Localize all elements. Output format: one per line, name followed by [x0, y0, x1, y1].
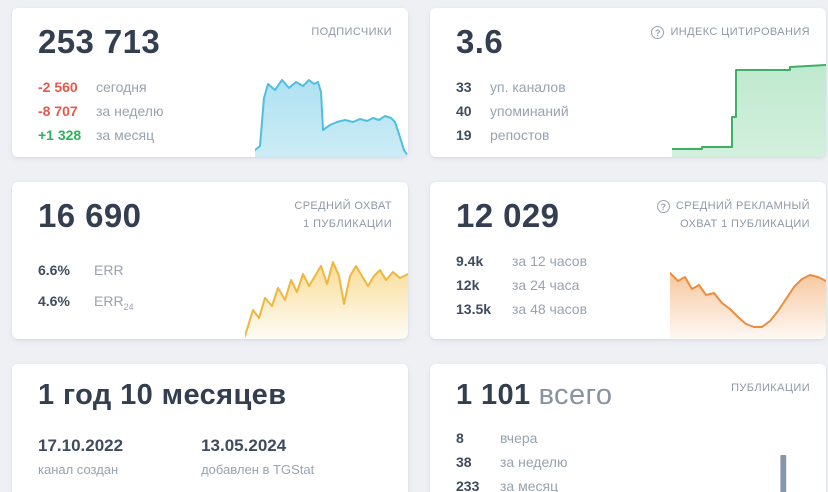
stat-value: 4.6% — [38, 293, 70, 310]
avg-ad-reach-sparkline-chart — [669, 255, 826, 339]
publications-heading: 1 101 всего — [456, 379, 810, 412]
stat-row: 233 за месяц — [456, 474, 810, 492]
stat-label: за неделю — [96, 103, 164, 120]
stat-row: -8 707 за неделю — [38, 99, 392, 123]
citation-index-card[interactable]: ? ИНДЕКС ЦИТИРОВАНИЯ 3.6 33 уп. каналов … — [430, 8, 826, 157]
stat-value: +1 328 — [38, 127, 82, 144]
stat-row: 6.6% ERR — [38, 258, 392, 289]
stat-label: сегодня — [96, 79, 147, 96]
citation-label-text: ИНДЕКС ЦИТИРОВАНИЯ — [670, 26, 810, 38]
channel-age-value: 1 год 10 месяцев — [38, 379, 287, 411]
stat-value: -2 560 — [38, 79, 78, 96]
stat-row: 13.5k за 48 часов — [456, 297, 810, 321]
publications-label-text: ПУБЛИКАЦИИ — [731, 382, 810, 394]
avg-reach-sparkline-chart — [244, 246, 408, 339]
stat-label: ERR24 — [94, 293, 134, 312]
channel-created-label: канал создан — [38, 461, 119, 477]
stat-row: 9.4k за 12 часов — [456, 249, 810, 273]
avg-ad-reach-card[interactable]: ? СРЕДНИЙ РЕКЛАМНЫЙ ОХВАТ 1 ПУБЛИКАЦИИ 1… — [430, 182, 826, 339]
avg-ad-reach-value: 12 029 — [456, 197, 560, 234]
stat-row: 38 за неделю — [456, 450, 810, 474]
subscribers-card[interactable]: ПОДПИСЧИКИ 253 713 -2 560 сегодня -8 707… — [12, 8, 408, 157]
avg-reach-card[interactable]: СРЕДНИЙ ОХВАТ 1 ПУБЛИКАЦИИ 16 690 6.6% E… — [12, 182, 408, 339]
subscribers-card-label: ПОДПИСЧИКИ — [311, 24, 392, 42]
stat-value: 8 — [456, 429, 464, 446]
stat-label: за 48 часов — [512, 301, 588, 318]
stat-value: 13.5k — [456, 301, 492, 318]
stat-value: 9.4k — [456, 253, 484, 270]
stat-row: -2 560 сегодня — [38, 75, 392, 99]
publications-count-suffix: всего — [538, 379, 613, 411]
subscribers-label-text: ПОДПИСЧИКИ — [311, 26, 392, 38]
publications-bar-chart — [674, 444, 812, 492]
stat-label: упоминаний — [490, 103, 569, 120]
avg-ad-reach-label-line1: СРЕДНИЙ РЕКЛАМНЫЙ — [675, 200, 810, 212]
help-icon[interactable]: ? — [651, 26, 665, 40]
subscribers-sparkline-chart — [254, 68, 408, 157]
publications-count: 1 101 — [456, 379, 531, 411]
publications-card-label: ПУБЛИКАЦИИ — [731, 380, 810, 398]
stat-value: 40 — [456, 103, 472, 120]
avg-reach-stats: 6.6% ERR 4.6% ERR24 — [38, 258, 392, 320]
citation-stats: 33 уп. каналов 40 упоминаний 19 репостов — [456, 75, 810, 147]
subscribers-count: 253 713 — [38, 23, 161, 60]
avg-reach-card-label: СРЕДНИЙ ОХВАТ 1 ПУБЛИКАЦИИ — [294, 198, 392, 233]
avg-reach-label-line2: 1 ПУБЛИКАЦИИ — [303, 217, 392, 230]
stat-label: вчера — [500, 429, 538, 446]
stat-row: 19 репостов — [456, 123, 810, 147]
avg-reach-label-line1: СРЕДНИЙ ОХВАТ — [294, 200, 392, 212]
stat-label: уп. каналов — [490, 79, 566, 96]
stat-label: за 24 часа — [512, 277, 580, 294]
citation-index-value: 3.6 — [456, 23, 504, 60]
tgstat-added-date: 13.05.2024 — [201, 435, 287, 455]
tgstat-added-item: 13.05.2024 добавлен в TGStat — [201, 436, 314, 477]
stat-label: за месяц — [500, 477, 559, 492]
publications-card[interactable]: ПУБЛИКАЦИИ 1 101 всего 8 вчера 38 за неде… — [430, 364, 826, 492]
avg-reach-value: 16 690 — [38, 197, 142, 234]
stat-row: 8 вчера — [456, 426, 810, 450]
tgstat-added-label: добавлен в TGStat — [201, 461, 315, 477]
avg-ad-reach-label-line2: ОХВАТ 1 ПУБЛИКАЦИИ — [680, 217, 810, 230]
stat-label: за неделю — [500, 453, 568, 470]
stat-row: 33 уп. каналов — [456, 75, 810, 99]
stat-row: 4.6% ERR24 — [38, 289, 392, 320]
stat-value: 12k — [456, 277, 480, 294]
stat-label: репостов — [490, 127, 550, 144]
stat-row: 12k за 24 часа — [456, 273, 810, 297]
avg-ad-reach-stats: 9.4k за 12 часов 12k за 24 часа 13.5k за… — [456, 249, 810, 321]
help-icon[interactable]: ? — [656, 200, 670, 214]
channel-age-details: 17.10.2022 канал создан 13.05.2024 добав… — [38, 436, 392, 477]
stat-label: за месяц — [96, 127, 155, 144]
stat-label: ERR — [94, 262, 124, 279]
stat-value: 19 — [456, 127, 472, 144]
subscribers-stats: -2 560 сегодня -8 707 за неделю +1 328 з… — [38, 75, 392, 147]
channel-created-date: 17.10.2022 — [38, 435, 124, 455]
stat-value: 38 — [456, 453, 472, 470]
stat-value: -8 707 — [38, 103, 78, 120]
stat-value: 233 — [456, 477, 480, 492]
channel-age-card[interactable]: 1 год 10 месяцев 17.10.2022 канал создан… — [12, 364, 408, 492]
citation-sparkline-chart — [671, 55, 826, 157]
stat-row: 40 упоминаний — [456, 99, 810, 123]
publications-stats: 8 вчера 38 за неделю 233 за месяц — [456, 426, 810, 492]
stat-row: +1 328 за месяц — [38, 123, 392, 147]
stat-value: 33 — [456, 79, 472, 96]
stat-label: за 12 часов — [512, 253, 588, 270]
avg-ad-reach-card-label: ? СРЕДНИЙ РЕКЛАМНЫЙ ОХВАТ 1 ПУБЛИКАЦИИ — [656, 198, 810, 233]
stat-value: 6.6% — [38, 262, 70, 279]
citation-card-label: ? ИНДЕКС ЦИТИРОВАНИЯ — [651, 24, 810, 42]
channel-created-item: 17.10.2022 канал создан — [38, 436, 123, 477]
